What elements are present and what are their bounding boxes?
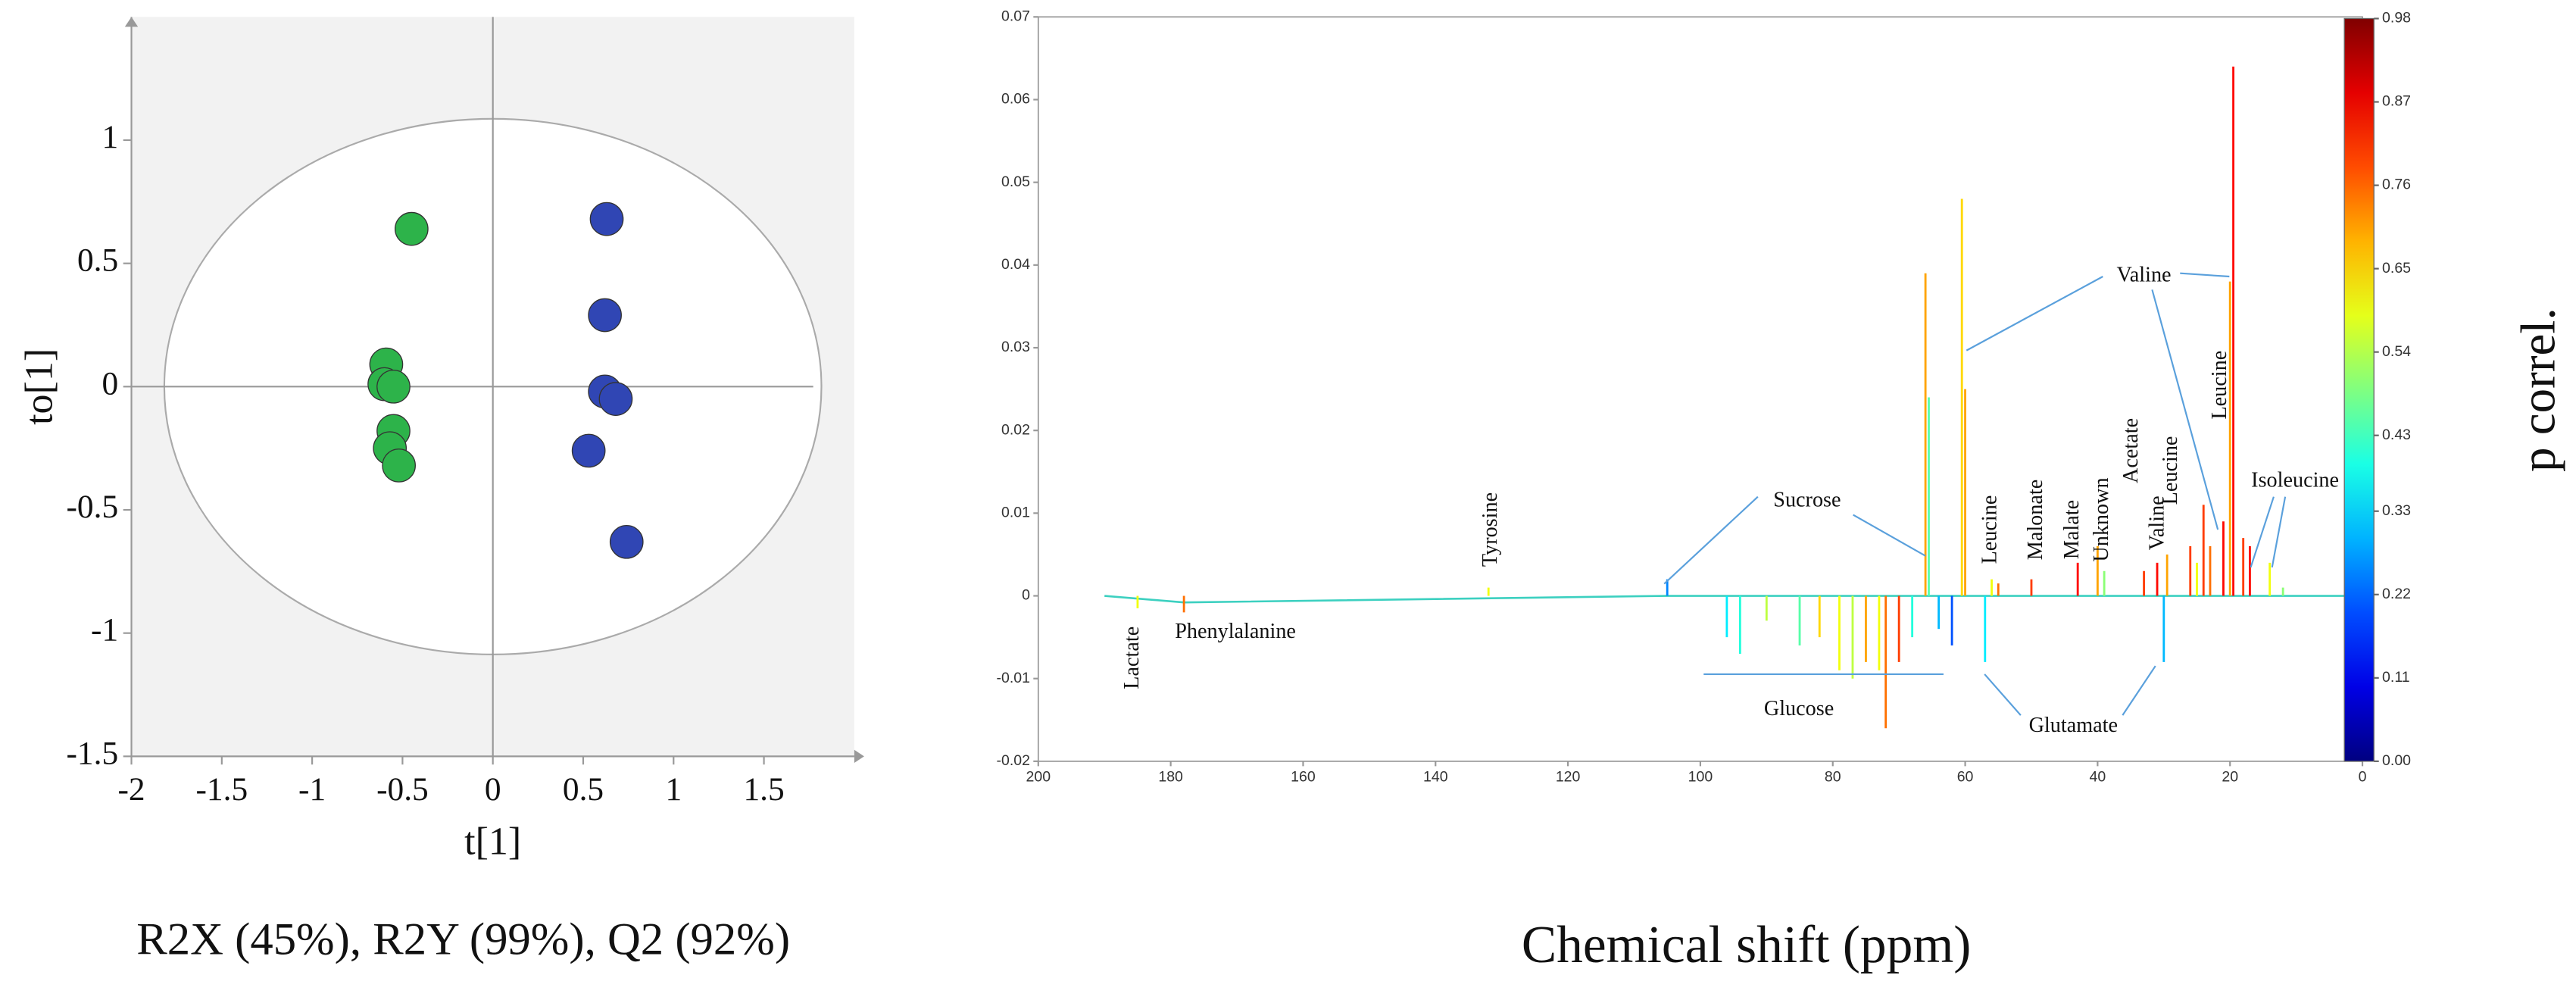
point (598, 382, 633, 416)
x-axis-label: t[1] (464, 820, 521, 863)
x-tick-label: -1.5 (195, 771, 248, 808)
colorbar-label: p correl. (2512, 308, 2566, 472)
x-tick-label: -2 (117, 771, 145, 808)
x-tick-label: 180 (1158, 769, 1183, 786)
caption: R2X (45%), R2Y (99%), Q2 (92%) (136, 914, 790, 965)
y-tick-label: 0.5 (77, 242, 118, 279)
x-tick-label: 60 (1957, 769, 1974, 786)
x-tick-label: 0.5 (563, 771, 604, 808)
y-tick-label: -0.5 (66, 489, 118, 525)
x-tick-label: 100 (1688, 769, 1713, 786)
point (394, 211, 429, 246)
y-tick-label: -0.02 (996, 752, 1029, 769)
y-tick-label: 0.03 (1001, 339, 1030, 355)
leader-line (1966, 276, 2103, 352)
x-tick-label: 160 (1291, 769, 1316, 786)
y-tick-label: 0.04 (1001, 256, 1030, 273)
x-tick-label: 40 (2090, 769, 2106, 786)
colorbar-tick-label: 0.76 (2382, 177, 2411, 193)
y-tick-label: 1 (101, 119, 118, 155)
leader-line (2250, 496, 2275, 568)
annotation: Malonate (2024, 480, 2047, 560)
point (571, 433, 606, 468)
colorbar-tick-label: 0.98 (2382, 10, 2411, 27)
point (589, 202, 624, 236)
x-tick-label: -0.5 (376, 771, 429, 808)
colorbar-tick-label: 0.00 (2382, 752, 2411, 769)
x-tick-label: 140 (1423, 769, 1448, 786)
colorbar-tick-label: 0.22 (2382, 586, 2411, 602)
x-tick-label: 80 (1825, 769, 1841, 786)
point (382, 448, 416, 483)
colorbar-tick-label: 0.33 (2382, 502, 2411, 519)
colorbar-tick-label: 0.65 (2382, 260, 2411, 277)
y-tick-label: 0.07 (1001, 8, 1030, 24)
y-arrow (124, 17, 139, 27)
leader-line (1663, 495, 1759, 585)
annotation: Leucine (2208, 351, 2231, 420)
annotation: Glucose (1764, 697, 1834, 720)
leader-line (2271, 496, 2287, 568)
colorbar (2343, 17, 2375, 762)
colorbar-tick-label: 0.87 (2382, 93, 2411, 110)
annotation: Acetate (2119, 418, 2143, 483)
annotation: Tyrosine (1478, 492, 1502, 567)
annotation: Glutamate (2029, 714, 2118, 737)
annotation: Unknown (2090, 477, 2113, 561)
annotation: Leucine (1978, 495, 2001, 564)
y-tick-label: 0 (1022, 587, 1030, 604)
x-tick-label: 1.5 (743, 771, 784, 808)
leader-line (1853, 514, 1926, 557)
leader-line (2180, 272, 2230, 278)
colorbar-tick-label: 0.54 (2382, 343, 2411, 360)
y-tick-label: 0.06 (1001, 91, 1030, 108)
annotation: Lactate (1120, 627, 1144, 689)
point (376, 369, 411, 404)
colorbar-tick-label: 0.43 (2382, 427, 2411, 443)
point (588, 298, 622, 333)
y-tick-label: -1.5 (66, 735, 118, 771)
x-tick-label: 0 (485, 771, 501, 808)
colorbar-tick-label: 0.11 (2382, 669, 2410, 686)
leader-line (1984, 673, 2022, 716)
x-axis-label: Chemical shift (ppm) (1522, 916, 1972, 974)
x-arrow (854, 749, 864, 764)
leader-line (2151, 289, 2219, 530)
point (609, 524, 644, 559)
leader-line (2122, 665, 2156, 716)
annotation: Phenylalanine (1175, 620, 1296, 643)
y-tick-label: -1 (91, 612, 118, 648)
baseline (1104, 595, 2363, 604)
annotation: Isoleucine (2251, 469, 2339, 492)
y-tick-label: -0.01 (996, 670, 1029, 686)
y-tick-label: 0.02 (1001, 421, 1030, 438)
x-tick-label: 1 (665, 771, 682, 808)
x-tick-label: 0 (2359, 769, 2367, 786)
y-axis-label: to[1] (17, 348, 61, 425)
annotation: Sucrose (1773, 489, 1841, 512)
x-tick-label: 200 (1026, 769, 1051, 786)
y-tick-label: 0.01 (1001, 505, 1030, 521)
x-tick-label: 120 (1556, 769, 1581, 786)
annotation: Malate (2060, 500, 2084, 559)
annotation: Valine (2146, 495, 2169, 550)
x-tick-label: 20 (2222, 769, 2238, 786)
annotation: Leucine (2159, 436, 2182, 505)
x-tick-label: -1 (298, 771, 326, 808)
y-tick-label: 0 (101, 365, 118, 402)
y-tick-label: 0.05 (1001, 173, 1030, 190)
annotation: Valine (2117, 263, 2172, 286)
